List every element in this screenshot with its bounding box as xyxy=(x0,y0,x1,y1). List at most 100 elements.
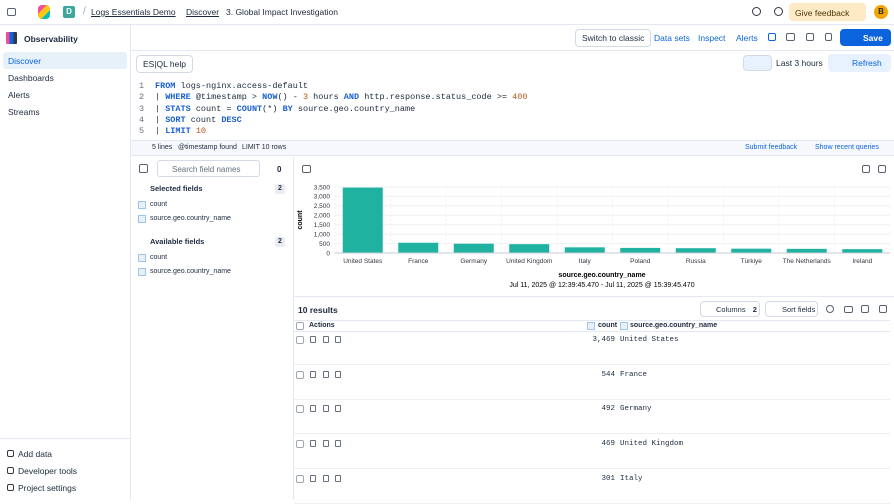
y-tick-label: 3,000 xyxy=(314,194,331,201)
bar xyxy=(786,248,827,253)
row-action[interactable] xyxy=(310,336,316,343)
feedback-button[interactable]: Give feedback xyxy=(789,3,866,21)
x-tick-label: Poland xyxy=(630,258,651,265)
nav-item[interactable]: Streams xyxy=(8,107,40,117)
recent-queries[interactable]: Show recent queries xyxy=(815,144,879,151)
column-header[interactable]: count xyxy=(598,322,618,329)
alerts-link[interactable]: Alerts xyxy=(736,33,758,43)
field-type-icon xyxy=(138,254,146,262)
row-divider xyxy=(294,433,890,435)
sidebar xyxy=(0,25,131,500)
nav-item[interactable]: Discover xyxy=(8,56,42,66)
section-title[interactable]: Selected fields xyxy=(150,184,203,193)
row-action[interactable] xyxy=(310,370,316,378)
row-action[interactable] xyxy=(335,405,341,413)
row-action[interactable] xyxy=(310,474,316,482)
avatar[interactable]: B xyxy=(874,5,888,19)
edit-icon[interactable] xyxy=(862,165,870,173)
line-number: 1 xyxy=(139,81,145,91)
field-name[interactable]: source.geo.country_name xyxy=(150,268,231,275)
date-picker-toggle[interactable] xyxy=(743,55,772,71)
submit-feedback[interactable]: Submit feedback xyxy=(745,144,798,151)
breadcrumb[interactable]: Logs Essentials Demo xyxy=(91,7,176,17)
x-tick-label: Türkiye xyxy=(741,258,763,265)
field-name[interactable]: count xyxy=(150,201,168,208)
breadcrumb: 3. Global Impact Investigation xyxy=(226,7,338,17)
x-tick-label: United Kingdom xyxy=(506,258,552,265)
chart-toggle[interactable] xyxy=(302,165,311,173)
query-line[interactable]: | SORT count DESC xyxy=(155,114,242,125)
row-action[interactable] xyxy=(335,440,341,448)
fullscreen-icon[interactable] xyxy=(879,305,887,313)
search-icon[interactable] xyxy=(752,7,761,16)
column-header[interactable]: source.geo.country_name xyxy=(630,322,718,329)
switch-classic-button[interactable]: Switch to classic xyxy=(575,29,652,47)
select-all[interactable] xyxy=(296,322,304,330)
sort-button[interactable]: Sort fields xyxy=(765,301,818,317)
time-range[interactable]: Last 3 hours xyxy=(776,58,823,68)
field-name[interactable]: source.geo.country_name xyxy=(150,215,231,222)
logo[interactable] xyxy=(38,5,50,19)
share-icon[interactable] xyxy=(825,33,832,41)
panel-toggle[interactable] xyxy=(139,164,148,173)
nav-footer-item[interactable]: Add data xyxy=(18,449,53,459)
query-line[interactable]: | STATS count = COUNT(*) BY source.geo.c… xyxy=(155,103,416,114)
row-checkbox[interactable] xyxy=(296,336,304,344)
keyboard-icon[interactable] xyxy=(844,306,853,313)
field-search[interactable]: Search field names xyxy=(157,160,260,177)
columns-label: Columns xyxy=(716,305,746,314)
query-line[interactable]: | WHERE @timestamp > NOW() - 3 hours AND… xyxy=(155,92,528,103)
open-icon[interactable] xyxy=(786,33,795,41)
nav-footer-item[interactable]: Project settings xyxy=(18,483,77,493)
row-checkbox[interactable] xyxy=(296,370,304,379)
field-type-icon xyxy=(587,322,595,330)
query-line[interactable]: | LIMIT 10 xyxy=(155,126,207,137)
observability-logo xyxy=(6,32,17,44)
nav-item[interactable]: Dashboards xyxy=(8,73,54,83)
filter-count[interactable]: 0 xyxy=(277,165,282,174)
menu-toggle[interactable] xyxy=(7,8,16,16)
row-checkbox[interactable] xyxy=(296,405,304,414)
column-header: Actions xyxy=(309,322,335,329)
y-tick-label: 0 xyxy=(326,250,330,257)
row-checkbox[interactable] xyxy=(296,440,304,449)
space-badge[interactable]: D xyxy=(63,6,75,18)
status: LIMIT 10 rows xyxy=(242,144,287,151)
help-icon[interactable] xyxy=(774,7,783,16)
row-divider xyxy=(294,398,890,400)
density-icon[interactable] xyxy=(861,305,869,313)
x-axis-label: source.geo.country_name xyxy=(558,272,645,279)
row-action[interactable] xyxy=(323,336,329,343)
row-action[interactable] xyxy=(310,405,316,413)
row-action[interactable] xyxy=(323,440,329,448)
esql-help-button[interactable]: ES|QL help xyxy=(136,55,194,73)
row-action[interactable] xyxy=(335,474,341,482)
status: @timestamp found xyxy=(178,144,237,151)
row-action[interactable] xyxy=(323,474,329,482)
row-action[interactable] xyxy=(323,405,329,413)
options-icon[interactable] xyxy=(878,165,886,173)
breadcrumb[interactable]: Discover xyxy=(186,7,220,17)
row-action[interactable] xyxy=(310,440,316,448)
save-button[interactable]: Save xyxy=(840,29,891,46)
inspect-link[interactable]: Inspect xyxy=(698,33,726,43)
search-icon[interactable] xyxy=(826,305,834,313)
row-action[interactable] xyxy=(335,336,341,343)
refresh-button[interactable]: Refresh xyxy=(828,54,891,72)
field-type-icon xyxy=(138,201,146,209)
field-name[interactable]: count xyxy=(150,254,168,261)
nav-footer-item[interactable]: Developer tools xyxy=(18,466,78,476)
query-line[interactable]: FROM logs-nginx.access-default xyxy=(155,81,309,91)
status: 5 lines xyxy=(152,144,173,151)
row-action[interactable] xyxy=(335,370,341,378)
nav-item[interactable]: Alerts xyxy=(8,90,30,100)
new-icon[interactable] xyxy=(768,33,776,41)
row-checkbox[interactable] xyxy=(296,474,304,483)
data-sets-link[interactable]: Data sets xyxy=(654,33,690,43)
download-icon[interactable] xyxy=(806,33,814,41)
columns-button[interactable]: Columns 2 xyxy=(700,301,760,317)
row-action[interactable] xyxy=(323,370,329,378)
line-number: 3 xyxy=(139,103,145,114)
section-title[interactable]: Available fields xyxy=(150,237,205,246)
sidebar-title: Observability xyxy=(24,34,78,44)
